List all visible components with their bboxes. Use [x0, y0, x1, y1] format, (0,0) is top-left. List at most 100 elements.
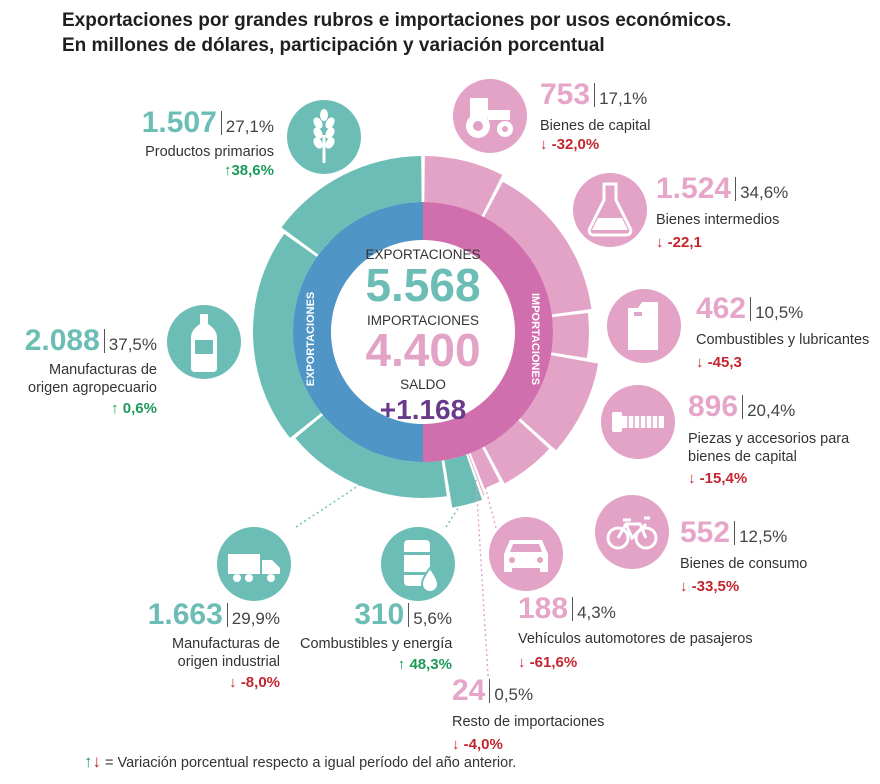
separator	[220, 111, 222, 135]
import-segment-3	[520, 355, 599, 451]
value: 24	[452, 674, 486, 707]
chart-title-line2: En millones de dólares, participación y …	[62, 35, 605, 56]
connector-lines	[295, 473, 497, 677]
value: 462	[696, 292, 747, 325]
value: 753	[540, 78, 591, 111]
item-resto-importaciones: 24 0,5% Resto de importaciones ↓ -4,0%	[452, 676, 652, 755]
variation: ↓ -45,3	[696, 354, 742, 371]
separator	[594, 83, 596, 107]
arrow-down-icon: ↓	[696, 354, 704, 371]
center-exp-value: 5.568	[365, 259, 480, 311]
inner-ring-importaciones	[423, 202, 553, 462]
connector-line-3	[475, 479, 489, 677]
label-line2: origen agropecuario	[28, 380, 157, 396]
value: 1.507	[141, 106, 217, 139]
item-combustibles-energia: 310 5,6% Combustibles y energía ↑ 48,3%	[300, 600, 452, 675]
ring-label-importaciones: IMPORTACIONES	[529, 293, 541, 385]
bottle-icon	[167, 305, 241, 379]
ring-outer	[253, 156, 599, 508]
arrow-up-icon: ↑	[84, 752, 93, 771]
export-segment-0	[281, 156, 422, 255]
label: Combustibles y lubricantes	[696, 332, 870, 348]
connector-line-2	[482, 477, 497, 529]
ring-inner	[293, 202, 553, 462]
import-segment-1	[484, 181, 592, 315]
item-productos-primarios: 1.507 27,1% Productos primarios ↑38,6%	[100, 108, 274, 181]
wheat-icon	[287, 100, 361, 174]
value: 1.524	[656, 172, 732, 205]
center-imp-value: 4.400	[365, 324, 480, 376]
separator	[734, 521, 736, 545]
connector-line-0	[295, 473, 377, 528]
value: 310	[354, 598, 405, 631]
label: Productos primarios	[145, 144, 274, 160]
arrow-down-icon: ↓	[680, 578, 688, 595]
item-piezas-accesorios: 896 20,4% Piezas y accesorios para bienes…	[688, 392, 868, 489]
value: 552	[680, 516, 731, 549]
item-combustibles-lubricantes: 462 10,5% Combustibles y lubricantes ↓ -4…	[696, 294, 876, 373]
value: 2.088	[24, 324, 100, 357]
arrow-down-icon: ↓	[518, 654, 526, 671]
separator	[489, 679, 491, 703]
jerrycan-icon	[607, 289, 681, 363]
export-segment-3	[444, 454, 483, 508]
oil-barrel-icon	[381, 527, 455, 601]
arrow-down-icon: ↓	[540, 136, 548, 153]
share: 20,4%	[747, 401, 796, 420]
separator	[750, 297, 752, 321]
item-bienes-capital: 753 17,1% Bienes de capital ↓ -32,0%	[540, 80, 720, 155]
share: 0,5%	[494, 685, 534, 704]
flask-icon	[573, 173, 647, 247]
ring-center	[331, 240, 515, 424]
separator	[742, 395, 744, 419]
connector-line-1	[445, 495, 467, 528]
label: Bienes de consumo	[680, 556, 808, 572]
share: 37,5%	[108, 335, 157, 354]
tractor-icon	[453, 79, 527, 153]
item-moi: 1.663 29,9% Manufacturas de origen indust…	[110, 600, 280, 693]
import-segment-4	[484, 420, 550, 484]
arrow-down-icon: ↓	[229, 674, 237, 691]
share: 17,1%	[599, 89, 648, 108]
label-line1: Piezas y accesorios para	[688, 431, 850, 447]
share: 4,3%	[577, 603, 616, 622]
separator	[572, 597, 574, 621]
variation: ↓ -8,0%	[229, 674, 280, 691]
share: 29,9%	[231, 609, 280, 628]
value: 188	[518, 592, 569, 625]
variation: ↓ -22,1	[656, 234, 702, 251]
arrow-down-icon: ↓	[452, 736, 460, 753]
label: Combustibles y energía	[300, 636, 453, 652]
chart-title-line1: Exportaciones por grandes rubros e impor…	[62, 10, 732, 31]
variation: ↓ -32,0%	[540, 136, 600, 153]
variation: ↓ -33,5%	[680, 578, 740, 595]
center-imp-label: IMPORTACIONES	[367, 313, 479, 328]
variation: ↑ 48,3%	[397, 656, 452, 673]
export-segment-2	[295, 415, 447, 498]
bicycle-icon	[595, 495, 669, 569]
variation: ↑38,6%	[223, 162, 274, 179]
item-vehiculos: 188 4,3% Vehículos automotores de pasajer…	[518, 594, 758, 673]
arrow-up-icon: ↑	[223, 162, 232, 179]
item-bienes-consumo: 552 12,5% Bienes de consumo ↓ -33,5%	[680, 518, 860, 597]
arrow-up-icon: ↑	[111, 400, 119, 417]
chart-title: Exportaciones por grandes rubros e impor…	[62, 8, 731, 58]
inner-ring-exportaciones	[293, 202, 423, 462]
center-exp-label: EXPORTACIONES	[365, 247, 480, 262]
legend-text: = Variación porcentual respecto a igual …	[105, 755, 517, 771]
label: Vehículos automotores de pasajeros	[518, 631, 753, 647]
label-line2: bienes de capital	[688, 449, 797, 465]
import-segment-0	[424, 156, 503, 216]
import-segment-2	[551, 312, 589, 359]
variation: ↑ 0,6%	[111, 400, 157, 417]
import-segment-5	[470, 447, 500, 489]
label-line1: Manufacturas de	[48, 362, 157, 378]
export-segment-1	[253, 233, 322, 438]
center-saldo-value: +1.168	[380, 394, 466, 425]
legend: ↑↓ = Variación porcentual respecto a igu…	[84, 752, 516, 772]
share: 12,5%	[739, 527, 788, 546]
center-saldo-label: SALDO	[400, 377, 446, 392]
share: 10,5%	[755, 303, 804, 322]
label-line2: origen industrial	[177, 654, 280, 670]
share: 5,6%	[413, 609, 452, 628]
